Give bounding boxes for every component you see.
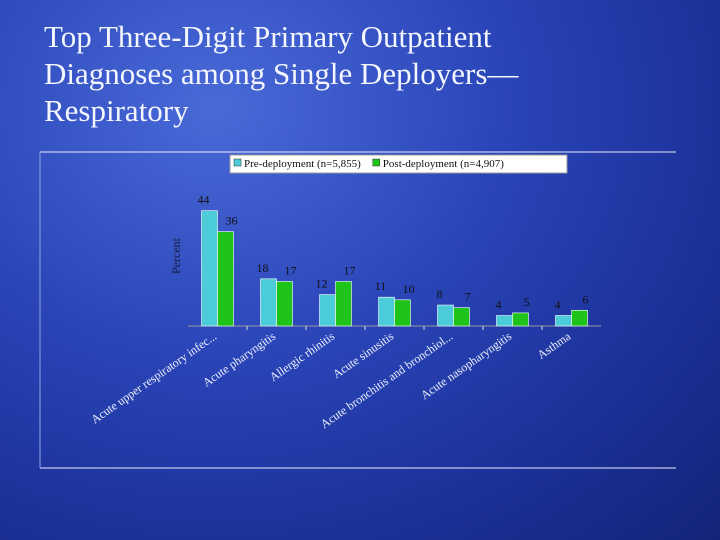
value-label: 4 xyxy=(555,298,561,312)
bar xyxy=(555,315,572,327)
bar xyxy=(394,299,411,327)
value-label: 11 xyxy=(375,279,387,293)
bar xyxy=(496,315,513,327)
bar xyxy=(201,210,218,327)
bar xyxy=(217,231,234,327)
bar xyxy=(276,281,293,327)
legend-swatch xyxy=(372,158,381,167)
bar xyxy=(437,304,454,327)
bar xyxy=(453,307,470,327)
value-label: 4 xyxy=(496,298,502,312)
value-label: 17 xyxy=(344,263,356,277)
bar xyxy=(260,278,277,327)
bar xyxy=(335,281,352,327)
legend-label: Post-deployment (n=4,907) xyxy=(383,158,504,170)
value-label: 12 xyxy=(316,277,328,291)
legend-swatch xyxy=(233,158,242,167)
value-label: 44 xyxy=(198,193,210,207)
value-label: 18 xyxy=(257,261,269,275)
value-label: 10 xyxy=(403,282,415,296)
y-axis-label: Percent xyxy=(169,237,183,274)
bar xyxy=(512,312,529,327)
legend-box xyxy=(229,154,568,174)
value-label: 6 xyxy=(583,292,589,306)
legend-label: Pre-deployment (n=5,855) xyxy=(244,158,361,170)
value-label: 17 xyxy=(285,263,297,277)
x-tick-label: Asthma xyxy=(535,329,574,362)
x-tick-label: Allergic rhinitis xyxy=(267,329,338,384)
slide-title: Top Three-Digit Primary Outpatient Diagn… xyxy=(44,19,519,128)
bar xyxy=(319,294,336,327)
value-label: 5 xyxy=(524,295,530,309)
value-label: 8 xyxy=(437,287,443,301)
bar xyxy=(571,309,588,327)
bar xyxy=(378,296,395,327)
value-label: 7 xyxy=(465,290,471,304)
value-label: 36 xyxy=(226,214,238,228)
